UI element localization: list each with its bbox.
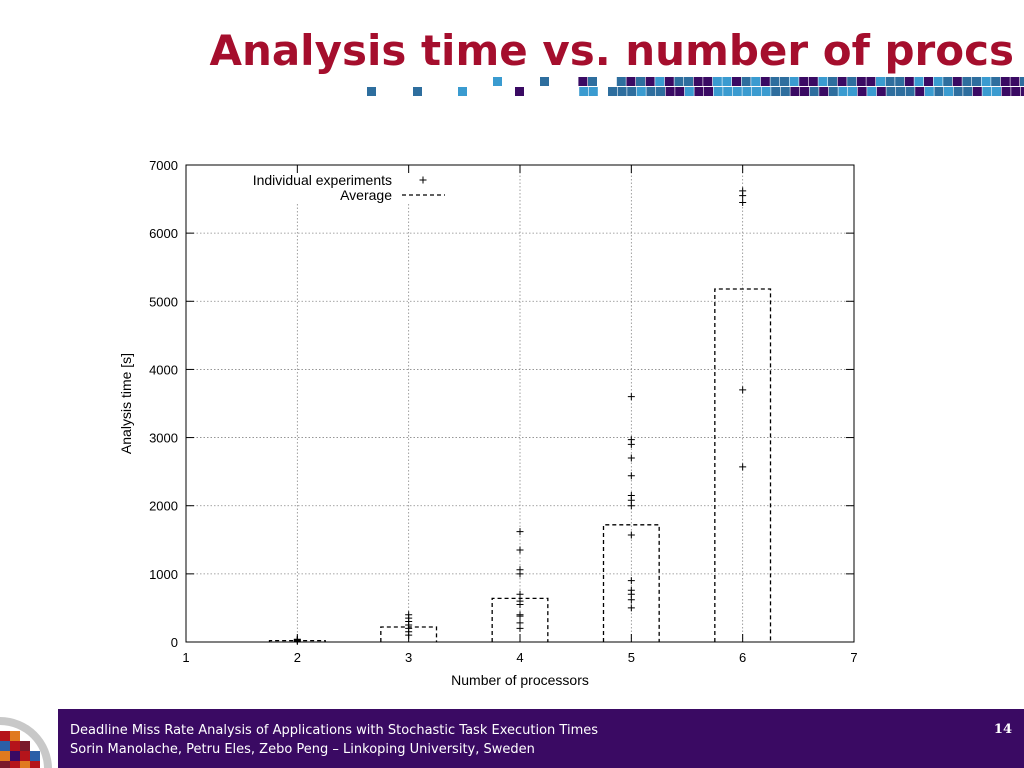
chart: 0 1000 2000 3000 4000 5000 6000 7000 1 2 3 4 5 6 7 Ind… [118, 158, 858, 688]
data-point-marker [627, 472, 635, 480]
x-axis-label: Number of processors [451, 672, 589, 688]
data-point-marker [739, 198, 747, 206]
data-point-marker [516, 597, 524, 605]
footer-title-line: Deadline Miss Rate Analysis of Applicati… [70, 723, 598, 738]
data-point-marker [516, 566, 524, 574]
average-box [714, 288, 772, 642]
data-point-marker [627, 577, 635, 585]
y-tick-label: 1000 [149, 567, 178, 582]
data-point-marker [627, 531, 635, 539]
data-point-marker [739, 386, 747, 394]
legend: Individual experiments Average [253, 172, 445, 203]
x-tick-label: 4 [516, 650, 523, 665]
data-point-marker [627, 436, 635, 444]
data-point-marker [516, 528, 524, 536]
y-tick-label: 0 [171, 635, 178, 650]
data-point-marker [516, 546, 524, 554]
data-point-marker [627, 586, 635, 594]
grid-lines [186, 165, 854, 642]
x-tick-label: 3 [405, 650, 412, 665]
y-tick-label: 7000 [149, 158, 178, 173]
y-tick-label: 5000 [149, 294, 178, 309]
footer-text: Deadline Miss Rate Analysis of Applicati… [70, 721, 598, 759]
legend-label-average: Average [340, 187, 392, 203]
y-tick-label: 6000 [149, 226, 178, 241]
legend-label-individual-experiments: Individual experiments [253, 172, 392, 188]
x-tick-label: 5 [628, 650, 635, 665]
x-tick-label: 6 [739, 650, 746, 665]
data-point-marker [627, 393, 635, 401]
data-point-marker [627, 454, 635, 462]
y-axis-label: Analysis time [s] [118, 353, 134, 454]
data-point-marker [516, 590, 524, 598]
data-point-marker [739, 187, 747, 195]
y-tick-label: 4000 [149, 362, 178, 377]
university-logo [0, 709, 58, 768]
data-point-marker [516, 619, 524, 627]
data-point-marker [739, 463, 747, 471]
x-tick-label: 2 [294, 650, 301, 665]
data-point-marker [293, 635, 301, 643]
individual-experiments-series [293, 187, 747, 645]
legend-marker-plus [419, 176, 427, 184]
slide-title: Analysis time vs. number of procs [209, 26, 1014, 75]
data-point-marker [516, 611, 524, 619]
data-point-marker [405, 611, 413, 619]
average-box [602, 524, 660, 642]
y-tick-label: 2000 [149, 499, 178, 514]
axis-ticks: 0 1000 2000 3000 4000 5000 6000 7000 1 2 3 4 5 6 7 [149, 158, 858, 665]
footer-authors-line: Sorin Manolache, Petru Eles, Zebo Peng –… [70, 742, 535, 757]
footer-bar: Deadline Miss Rate Analysis of Applicati… [0, 709, 1024, 768]
x-tick-label: 7 [850, 650, 857, 665]
data-point-marker [627, 604, 635, 612]
y-tick-label: 3000 [149, 431, 178, 446]
data-point-marker [627, 491, 635, 499]
x-tick-label: 1 [182, 650, 189, 665]
page-number: 14 [993, 722, 1012, 737]
